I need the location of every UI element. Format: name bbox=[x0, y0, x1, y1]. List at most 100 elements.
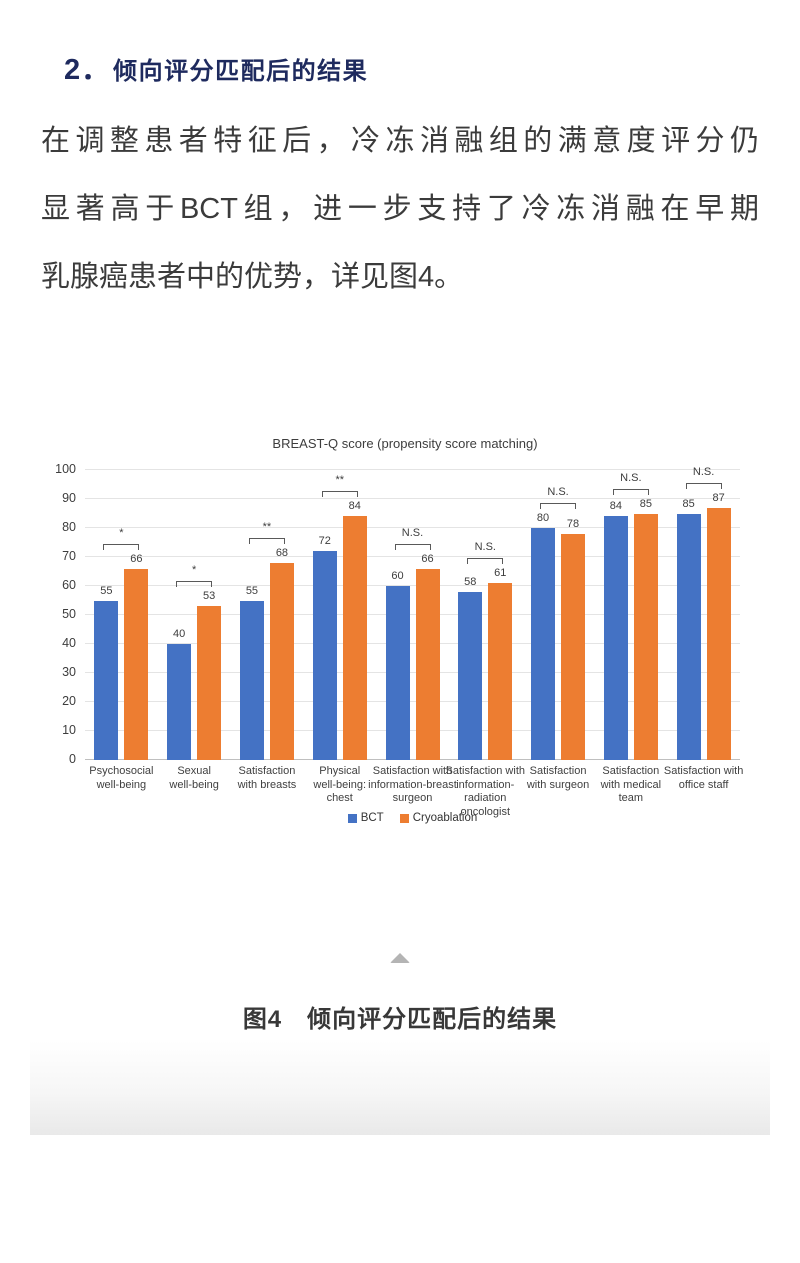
bar-cryoablation bbox=[197, 606, 222, 760]
bar-value-label: 78 bbox=[566, 517, 580, 530]
bar-value-label: 87 bbox=[712, 491, 725, 504]
x-category-label: Satisfaction with information-breast sur… bbox=[368, 765, 457, 804]
legend-label: BCT bbox=[360, 812, 384, 824]
card-bottom-fade bbox=[30, 1041, 770, 1135]
gridline bbox=[85, 585, 740, 586]
significance-label: * bbox=[192, 564, 197, 577]
up-triangle-icon[interactable] bbox=[390, 953, 410, 963]
bar-value-label: 85 bbox=[682, 497, 695, 510]
y-tick-label: 30 bbox=[62, 665, 76, 679]
significance-bracket bbox=[685, 482, 722, 489]
bar-cryoablation bbox=[415, 568, 440, 760]
significance-label: N.S. bbox=[547, 486, 569, 498]
legend-swatch-icon bbox=[347, 813, 357, 823]
bar-bct bbox=[531, 528, 556, 760]
legend-item: BCT bbox=[347, 812, 384, 824]
significance-label: N.S. bbox=[620, 471, 642, 484]
significance-bracket bbox=[540, 503, 577, 509]
section-number: 2． bbox=[64, 54, 112, 86]
significance-bracket bbox=[248, 537, 285, 544]
gridline bbox=[85, 527, 740, 528]
legend-label: Cryoablation bbox=[412, 812, 478, 824]
y-tick-label: 10 bbox=[62, 723, 76, 737]
bar-bct bbox=[94, 600, 119, 760]
gridline bbox=[85, 556, 740, 557]
x-category-label: Sexual well-being bbox=[169, 765, 219, 791]
bar-value-label: 85 bbox=[639, 497, 652, 510]
bar-bct bbox=[385, 586, 410, 760]
y-tick-label: 70 bbox=[62, 549, 76, 563]
x-category-label: Satisfaction with breasts bbox=[237, 765, 297, 791]
gridline bbox=[85, 498, 740, 499]
significance-bracket bbox=[103, 543, 140, 550]
y-tick-label: 50 bbox=[62, 607, 76, 621]
y-tick-label: 20 bbox=[62, 694, 76, 708]
paragraph-line: 显著高于BCT组，进一步支持了冷冻消融在早期 bbox=[41, 193, 759, 225]
x-category-label: Satisfaction with information- radiation… bbox=[445, 765, 525, 818]
gridline bbox=[85, 614, 740, 615]
x-category-label: Satisfaction with medical team bbox=[600, 765, 662, 804]
y-tick-label: 80 bbox=[62, 520, 76, 534]
gridline bbox=[85, 469, 740, 470]
significance-bracket bbox=[176, 581, 213, 588]
bar-bct bbox=[458, 591, 483, 760]
significance-bracket bbox=[321, 491, 358, 498]
significance-label: N.S. bbox=[474, 541, 496, 554]
bar-value-label: 68 bbox=[275, 546, 289, 559]
significance-bracket bbox=[394, 543, 431, 550]
section-heading: 2．倾向评分匹配后的结果 bbox=[64, 45, 368, 100]
bar-value-label: 55 bbox=[245, 584, 259, 597]
paragraph-line: 在调整患者特征后，冷冻消融组的满意度评分仍 bbox=[41, 125, 759, 157]
y-tick-label: 100 bbox=[55, 462, 76, 476]
bar-value-label: 84 bbox=[348, 500, 361, 513]
figure-chart: BREAST-Q score (propensity score matchin… bbox=[0, 430, 800, 850]
gridline bbox=[85, 643, 740, 644]
y-tick-label: 90 bbox=[62, 491, 76, 505]
significance-label: N.S. bbox=[401, 526, 424, 539]
body-paragraph: 在调整患者特征后，冷冻消融组的满意度评分仍 显著高于BCT组，进一步支持了冷冻消… bbox=[41, 107, 759, 311]
bar-value-label: 80 bbox=[536, 512, 550, 524]
significance-label: * bbox=[119, 526, 124, 539]
bar-cryoablation bbox=[633, 513, 658, 760]
bar-bct bbox=[167, 644, 192, 760]
significance-bracket bbox=[467, 558, 504, 565]
bar-bct bbox=[603, 516, 628, 760]
figure-caption: 图4 倾向评分匹配后的结果 bbox=[242, 1006, 558, 1033]
significance-label: ** bbox=[335, 474, 344, 487]
bar-bct bbox=[239, 600, 264, 760]
legend-item: Cryoablation bbox=[399, 812, 478, 824]
bar-value-label: 40 bbox=[173, 628, 186, 640]
bar-bct bbox=[676, 513, 701, 760]
gridline bbox=[85, 759, 740, 760]
bar-cryoablation bbox=[342, 516, 367, 760]
bar-value-label: 53 bbox=[203, 590, 216, 603]
bar-cryoablation bbox=[561, 533, 586, 760]
bar-bct bbox=[312, 551, 337, 760]
bar-value-label: 66 bbox=[130, 552, 143, 565]
legend-swatch-icon bbox=[399, 813, 409, 823]
plot-area: 55 66 * 40 53 * 55 68 ** 72 84 ** 60 66 N.S. 58 61 N.S. 80… bbox=[85, 466, 740, 760]
gridline bbox=[85, 730, 740, 731]
bar-value-label: 84 bbox=[609, 500, 622, 513]
section-title: 倾向评分匹配后的结果 bbox=[113, 58, 369, 85]
significance-label: ** bbox=[262, 520, 272, 533]
x-category-label: Satisfaction with surgeon bbox=[526, 765, 590, 791]
bar-cryoablation bbox=[124, 568, 149, 760]
gridline bbox=[85, 701, 740, 702]
y-tick-label: 0 bbox=[69, 752, 76, 766]
significance-bracket bbox=[612, 488, 649, 495]
bar-value-label: 66 bbox=[421, 552, 434, 565]
bar-cryoablation bbox=[706, 507, 731, 760]
chart-title: BREAST-Q score (propensity score matchin… bbox=[272, 436, 538, 451]
x-category-label: Physical well-being: chest bbox=[313, 765, 367, 804]
gridline bbox=[85, 672, 740, 673]
paragraph-line: 乳腺癌患者中的优势，详见图4。 bbox=[41, 261, 464, 293]
chart-legend: BCT Cryoablation bbox=[85, 812, 740, 824]
x-category-label: Satisfaction with office staff bbox=[663, 765, 744, 791]
bar-value-label: 72 bbox=[318, 535, 331, 548]
bar-value-label: 61 bbox=[494, 567, 507, 580]
y-tick-label: 40 bbox=[62, 636, 76, 650]
bar-cryoablation bbox=[488, 583, 513, 760]
bar-cryoablation bbox=[269, 562, 294, 760]
bar-value-label: 60 bbox=[391, 570, 404, 582]
